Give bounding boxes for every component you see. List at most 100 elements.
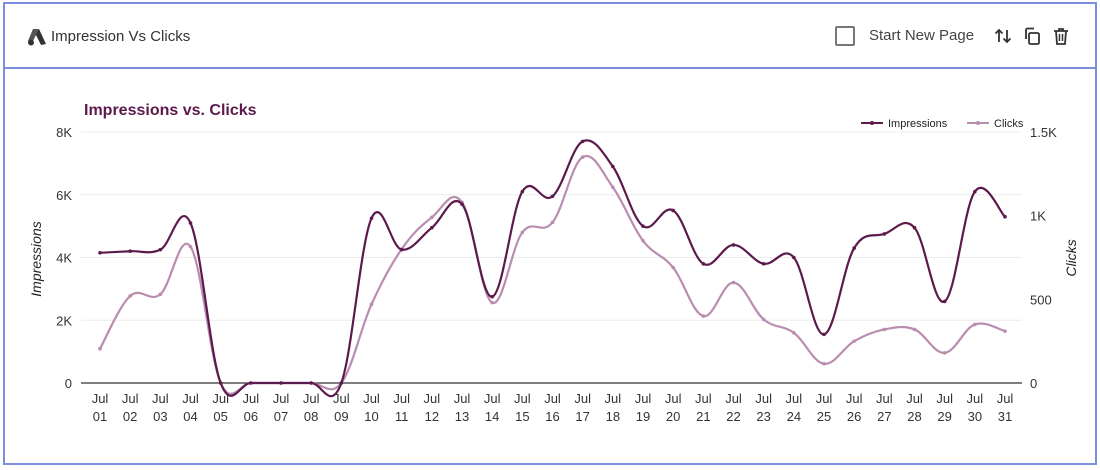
series-lines [98, 139, 1007, 398]
x-tick-label: Jul 22 [725, 391, 742, 424]
data-point-clicks[interactable] [701, 314, 706, 318]
trash-icon[interactable] [1051, 26, 1071, 46]
x-tick-label: Jul 17 [574, 391, 591, 424]
x-tick-label: Jul 15 [514, 391, 531, 424]
data-point-impressions[interactable] [973, 189, 977, 194]
data-point-impressions[interactable] [882, 232, 887, 236]
data-point-impressions[interactable] [852, 246, 856, 250]
data-point-impressions[interactable] [490, 294, 494, 299]
data-point-impressions[interactable] [792, 255, 796, 260]
data-point-clicks[interactable] [128, 294, 132, 298]
data-point-impressions[interactable] [399, 247, 404, 252]
data-point-impressions[interactable] [128, 249, 132, 254]
chart-card: Impression Vs Clicks Start New Page Impr… [3, 2, 1097, 465]
data-point-impressions[interactable] [731, 243, 736, 247]
data-point-clicks[interactable] [641, 238, 645, 243]
copy-icon[interactable] [1022, 26, 1042, 46]
data-point-impressions[interactable] [339, 381, 344, 385]
data-point-impressions[interactable] [520, 189, 525, 194]
y-tick-label: 6K [56, 188, 72, 203]
data-point-clicks[interactable] [671, 265, 675, 270]
data-point-impressions[interactable] [430, 225, 434, 230]
data-point-impressions[interactable] [158, 247, 163, 252]
data-point-clicks[interactable] [761, 317, 766, 322]
x-axis-ticks: Jul 01 Jul 02 Jul 03 Jul 04 Jul 05 Jul 06 Jul 07 Jul 08… [92, 391, 1014, 424]
data-point-clicks[interactable] [611, 185, 615, 190]
data-point-clicks[interactable] [520, 230, 525, 235]
x-tick-label: Jul 28 [906, 391, 923, 424]
data-point-clicks[interactable] [158, 292, 163, 297]
data-point-impressions[interactable] [218, 381, 223, 385]
y2-tick-label: 500 [1030, 292, 1052, 307]
x-tick-label: Jul 25 [816, 391, 833, 424]
y-tick-label: 4K [56, 251, 72, 266]
x-tick-label: Jul 19 [635, 391, 652, 424]
data-point-impressions[interactable] [641, 224, 645, 228]
chart-title: Impressions vs. Clicks [84, 102, 257, 119]
sort-icon[interactable] [993, 26, 1013, 46]
x-tick-label: Jul 07 [273, 391, 290, 424]
data-point-clicks[interactable] [490, 300, 494, 305]
x-tick-label: Jul 03 [152, 391, 169, 424]
data-point-impressions[interactable] [942, 299, 947, 304]
data-point-impressions[interactable] [249, 381, 253, 385]
data-point-clicks[interactable] [430, 215, 434, 220]
y-tick-label: 2K [56, 313, 72, 328]
data-point-clicks[interactable] [1003, 329, 1007, 333]
x-tick-label: Jul 12 [424, 391, 441, 424]
data-point-impressions[interactable] [1003, 214, 1007, 219]
legend-item-clicks[interactable]: Clicks [967, 118, 1024, 130]
legend-label-clicks: Clicks [994, 118, 1024, 130]
start-new-page-checkbox[interactable] [835, 26, 855, 46]
data-point-clicks[interactable] [550, 220, 555, 225]
data-point-impressions[interactable] [580, 139, 585, 144]
data-point-impressions[interactable] [701, 261, 706, 266]
x-tick-label: Jul 21 [695, 391, 712, 424]
left-axis-ticks: 0 2K 4K 6K 8K [56, 125, 72, 391]
y-tick-label: 8K [56, 125, 72, 140]
start-new-page-label: Start New Page [869, 27, 975, 44]
data-point-clicks[interactable] [188, 244, 193, 249]
data-point-clicks[interactable] [912, 327, 917, 332]
x-tick-label: Jul 23 [755, 391, 772, 424]
right-axis-ticks: 0 500 1K 1.5K [1030, 125, 1057, 391]
data-point-impressions[interactable] [822, 332, 826, 337]
data-point-impressions[interactable] [98, 250, 102, 255]
y-tick-label: 0 [65, 376, 72, 391]
data-point-impressions[interactable] [188, 221, 193, 225]
legend-item-impressions[interactable]: Impressions [861, 118, 948, 130]
data-point-clicks[interactable] [973, 322, 977, 327]
card-title: Impression Vs Clicks [51, 28, 191, 45]
x-tick-label: Jul 10 [363, 391, 380, 424]
data-point-impressions[interactable] [460, 202, 464, 206]
data-point-clicks[interactable] [882, 327, 887, 332]
data-point-clicks[interactable] [369, 302, 374, 307]
data-point-clicks[interactable] [942, 351, 947, 355]
data-point-impressions[interactable] [912, 225, 917, 230]
y2-axis-label: Clicks [1063, 239, 1079, 276]
y2-tick-label: 1.5K [1030, 125, 1057, 140]
series-line-impressions [99, 139, 1006, 398]
data-point-clicks[interactable] [98, 346, 102, 351]
data-point-impressions[interactable] [369, 216, 374, 221]
data-point-impressions[interactable] [761, 261, 766, 266]
legend: Impressions Clicks [861, 118, 1024, 130]
data-point-clicks[interactable] [580, 155, 585, 159]
legend-label-impressions: Impressions [888, 118, 948, 130]
y2-tick-label: 1K [1030, 209, 1046, 224]
data-point-impressions[interactable] [279, 381, 283, 385]
x-tick-label: Jul 08 [303, 391, 320, 424]
data-point-clicks[interactable] [731, 280, 736, 285]
x-tick-label: Jul 13 [454, 391, 471, 424]
data-point-impressions[interactable] [309, 381, 313, 385]
x-tick-label: Jul 14 [484, 391, 501, 424]
data-point-impressions[interactable] [671, 208, 675, 213]
data-point-impressions[interactable] [550, 194, 555, 199]
x-tick-label: Jul 11 [393, 391, 410, 424]
data-point-clicks[interactable] [792, 331, 796, 335]
x-tick-label: Jul 04 [182, 391, 199, 424]
data-point-clicks[interactable] [852, 339, 856, 343]
data-point-impressions[interactable] [611, 164, 615, 169]
data-point-clicks[interactable] [822, 361, 826, 366]
x-tick-label: Jul 30 [967, 391, 984, 424]
